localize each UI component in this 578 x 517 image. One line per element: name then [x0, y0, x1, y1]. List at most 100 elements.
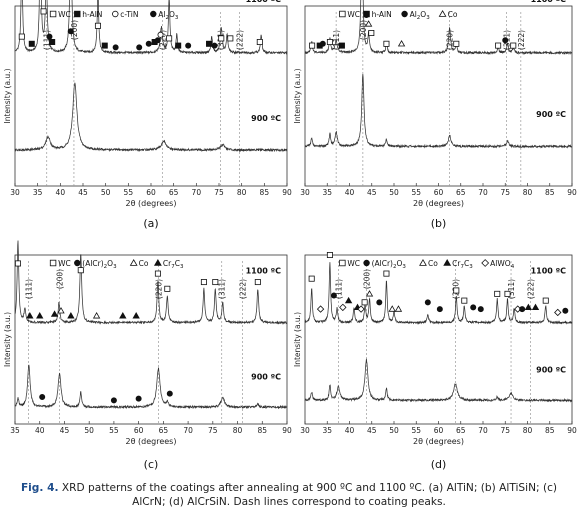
temperature-label: 1100 ºC: [531, 267, 567, 276]
hkl-label: (222): [527, 279, 536, 299]
phase-marker: [397, 40, 406, 47]
phase-marker: [504, 290, 511, 297]
panel-label: (d): [431, 458, 447, 471]
legend-label: Cr7C3: [163, 259, 184, 270]
phase-marker: [218, 35, 225, 42]
phase-marker: [166, 390, 173, 397]
phase-marker: [383, 40, 390, 47]
legend-marker: [150, 10, 157, 18]
hkl-label: (220): [154, 279, 163, 299]
phase-marker: [453, 287, 460, 294]
panel-label: (a): [143, 217, 158, 230]
phase-marker: [461, 297, 468, 304]
x-axis-label: 2θ (degrees): [126, 437, 177, 446]
x-tick-label: 45: [60, 426, 70, 435]
plot-frame: [304, 5, 573, 187]
x-tick-label: 40: [35, 426, 45, 435]
x-tick-label: 50: [389, 188, 399, 197]
legend-marker: [74, 259, 81, 267]
phase-marker: [14, 260, 21, 267]
legend-label: (AlCr)2O3: [82, 259, 117, 270]
phase-marker: [28, 40, 35, 47]
legend-label: h-AlN: [82, 10, 102, 19]
legend-label: AlWO4: [490, 259, 515, 270]
phase-marker: [185, 42, 192, 49]
temperature-label: 1100 ºC: [246, 0, 282, 4]
phase-marker: [357, 305, 365, 313]
x-axis-label: 2θ (degrees): [413, 437, 464, 446]
y-axis-label: Intensity (a.u.): [293, 312, 302, 367]
legend-label: WC: [58, 10, 71, 19]
x-tick-label: 80: [237, 188, 247, 197]
phase-marker: [67, 312, 75, 319]
legend-label: WC: [58, 259, 71, 268]
x-tick-label: 45: [367, 426, 377, 435]
phase-marker: [18, 33, 25, 40]
x-tick-label: 75: [500, 426, 510, 435]
phase-marker: [502, 37, 509, 44]
xrd-panel-c: (111) (200) (220) (311) (222) 1100 ºC 900 ºC WC…: [3, 240, 292, 471]
phase-marker: [309, 42, 316, 49]
x-tick-label: 45: [367, 188, 377, 197]
phase-marker: [39, 393, 46, 400]
phase-marker: [562, 307, 569, 314]
x-tick-label: 80: [523, 188, 533, 197]
legend-marker: [153, 258, 162, 266]
figure-caption: Fig. 4. XRD patterns of the coatings aft…: [6, 481, 572, 509]
phase-marker: [157, 31, 164, 38]
temperature-label: 900 ºC: [251, 114, 281, 123]
phase-marker: [166, 35, 173, 42]
phase-marker: [388, 305, 396, 312]
x-tick-label: 55: [109, 426, 119, 435]
plot-frame: [14, 5, 288, 187]
legend-marker: [401, 10, 408, 18]
legend: WC (AlCr)2O3 Co Cr7C3 AlWO4: [339, 258, 515, 270]
x-axis-label: 2θ (degrees): [413, 199, 464, 208]
hkl-label: (111): [43, 30, 52, 50]
pattern-curve-900: [14, 364, 288, 410]
phase-marker: [554, 308, 562, 317]
legend: WC h-AlN c-TiN Al2O3: [49, 10, 179, 21]
phase-marker: [92, 312, 101, 319]
phase-marker: [200, 279, 207, 286]
phase-marker: [338, 42, 345, 49]
hkl-label: (200): [70, 20, 79, 40]
phase-marker: [40, 8, 47, 15]
hkl-label: (111): [334, 279, 343, 299]
hkl-label: (220): [446, 30, 455, 50]
hkl-label: (111): [24, 279, 33, 299]
x-tick-label: 40: [345, 426, 355, 435]
x-tick-label: 60: [134, 426, 144, 435]
x-tick-label: 75: [214, 188, 224, 197]
x-tick-label: 75: [208, 426, 218, 435]
phase-marker: [344, 296, 353, 304]
hkl-label: (222): [238, 279, 247, 299]
pattern-curve-1100: [304, 0, 573, 56]
legend: WC h-AlN Al2O3 Co: [339, 9, 458, 21]
pattern-curve-1100: [14, 240, 288, 325]
hkl-label: (200): [359, 20, 368, 40]
x-tick-label: 85: [257, 426, 267, 435]
phase-marker: [316, 305, 325, 313]
x-tick-label: 35: [10, 426, 20, 435]
x-tick-label: 85: [545, 188, 555, 197]
legend-marker: [49, 10, 57, 18]
phase-marker: [110, 397, 117, 404]
hkl-label: (200): [56, 269, 65, 289]
x-tick-label: 90: [567, 188, 577, 197]
phase-marker: [542, 297, 549, 304]
hkl-label: (222): [235, 30, 244, 50]
phase-marker: [112, 44, 119, 51]
phase-marker: [212, 279, 219, 286]
x-tick-label: 70: [192, 188, 202, 197]
phase-marker: [330, 292, 337, 299]
x-tick-label: 35: [33, 188, 43, 197]
legend-marker: [49, 259, 57, 267]
phase-marker: [227, 35, 234, 42]
phase-marker: [50, 310, 59, 317]
x-tick-label: 30: [300, 426, 310, 435]
legend-marker: [419, 258, 427, 266]
